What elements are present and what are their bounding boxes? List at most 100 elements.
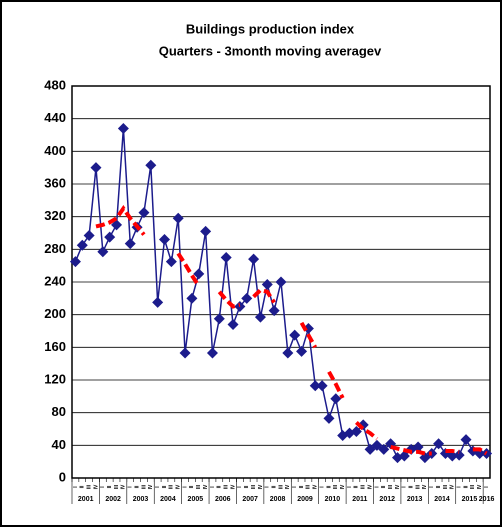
data-point xyxy=(254,311,266,323)
data-point xyxy=(104,231,116,243)
data-point xyxy=(200,225,212,237)
data-point xyxy=(117,122,129,134)
year-label: 2001 xyxy=(78,496,94,503)
x-tick-label: I xyxy=(402,486,408,488)
data-point xyxy=(165,256,177,268)
x-tick-label: I xyxy=(347,486,353,488)
year-label: 2006 xyxy=(215,496,231,503)
x-tick-label: IV xyxy=(203,484,209,489)
data-point xyxy=(316,380,328,392)
data-point xyxy=(275,276,287,288)
x-tick-label: IV xyxy=(230,484,236,489)
x-tick-label: I xyxy=(374,486,380,488)
data-point xyxy=(76,239,88,251)
x-tick-label: II xyxy=(409,485,415,488)
x-tick-label: II xyxy=(217,485,223,488)
x-tick-label: IV xyxy=(176,484,182,489)
x-tick-label: IV xyxy=(285,484,291,489)
data-point xyxy=(398,450,410,462)
x-tick-label: I xyxy=(292,486,298,488)
x-tick-label: IV xyxy=(367,484,373,489)
x-tick-label: II xyxy=(244,485,250,488)
y-tick-label: 160 xyxy=(44,339,66,354)
data-point xyxy=(124,238,136,250)
data-point xyxy=(296,345,308,357)
y-tick-label: 80 xyxy=(52,404,66,419)
x-tick-label: IV xyxy=(258,484,264,489)
y-tick-label: 200 xyxy=(44,306,66,321)
x-tick-label: I xyxy=(456,486,462,488)
x-tick-label: II xyxy=(80,485,86,488)
x-tick-label: III xyxy=(470,484,476,489)
data-point xyxy=(282,347,294,359)
x-tick-label: II xyxy=(134,485,140,488)
year-label: 2015 xyxy=(462,496,478,503)
x-tick-label: III xyxy=(141,484,147,489)
x-tick-label: I xyxy=(319,486,325,488)
chart-subtitle: Quarters - 3month moving averagev xyxy=(159,43,382,58)
x-tick-label: I xyxy=(429,486,435,488)
year-label: 2008 xyxy=(270,496,286,503)
x-tick-label: IV xyxy=(93,484,99,489)
data-point xyxy=(323,412,335,424)
x-tick-label: III xyxy=(86,484,92,489)
x-tick-label: I xyxy=(73,486,79,488)
data-point xyxy=(433,438,445,450)
data-point xyxy=(179,347,191,359)
y-tick-label: 240 xyxy=(44,273,66,288)
data-point xyxy=(193,268,205,280)
data-point xyxy=(220,252,232,263)
data-point xyxy=(412,441,424,453)
data-point xyxy=(460,434,472,446)
year-label: 2003 xyxy=(133,496,149,503)
series-line xyxy=(327,370,345,399)
series-line xyxy=(252,287,276,304)
data-point xyxy=(138,207,150,219)
x-tick-label: III xyxy=(278,484,284,489)
year-label: 2012 xyxy=(379,496,395,503)
x-tick-label: IV xyxy=(121,484,127,489)
year-label: 2009 xyxy=(297,496,313,503)
x-tick-label: III xyxy=(306,484,312,489)
data-point xyxy=(159,234,171,246)
series-line xyxy=(445,449,460,454)
series-line xyxy=(95,205,146,236)
data-point xyxy=(227,318,239,330)
data-point xyxy=(213,313,225,325)
x-tick-label: II xyxy=(162,485,168,488)
data-point xyxy=(289,329,301,341)
x-tick-label: III xyxy=(114,484,120,489)
x-tick-label: II xyxy=(271,485,277,488)
x-tick-label: I xyxy=(182,486,188,488)
data-point xyxy=(97,246,109,258)
data-point xyxy=(330,393,342,405)
data-point xyxy=(309,380,321,392)
data-point xyxy=(152,296,164,308)
x-tick-label: II xyxy=(354,485,360,488)
x-tick-label: II xyxy=(299,485,305,488)
x-tick-label: I xyxy=(128,486,134,488)
data-point xyxy=(241,292,253,304)
data-point xyxy=(145,159,157,171)
y-tick-label: 120 xyxy=(44,371,66,386)
x-tick-label: IV xyxy=(340,484,346,489)
data-point xyxy=(302,323,314,335)
x-tick-label: III xyxy=(361,484,367,489)
x-tick-label: III xyxy=(388,484,394,489)
y-tick-label: 320 xyxy=(44,208,66,223)
x-tick-label: III xyxy=(196,484,202,489)
x-tick-label: III xyxy=(415,484,421,489)
year-label: 2010 xyxy=(325,496,341,503)
x-tick-label: II xyxy=(381,485,387,488)
data-point xyxy=(268,305,280,317)
chart-title: Buildings production index xyxy=(186,21,355,36)
data-point xyxy=(261,278,273,290)
x-tick-label: II xyxy=(107,485,113,488)
series-line xyxy=(472,447,488,456)
data-point xyxy=(90,162,102,174)
x-tick-label: III xyxy=(251,484,257,489)
x-tick-label: I xyxy=(484,486,490,488)
x-tick-label: IV xyxy=(422,484,428,489)
series-line xyxy=(390,445,432,456)
